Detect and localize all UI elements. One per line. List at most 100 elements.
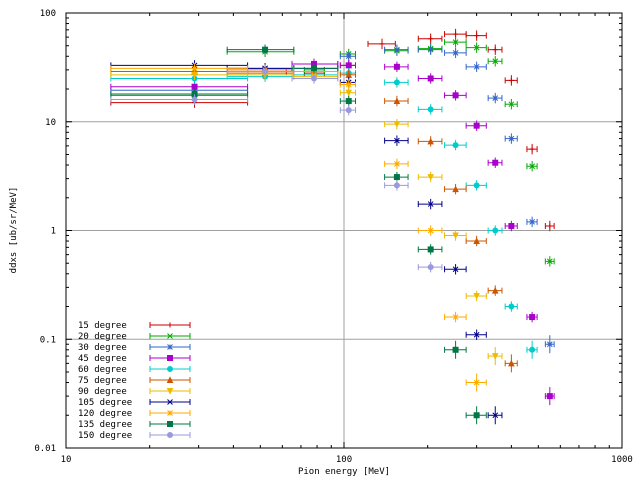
data-point [544, 387, 555, 406]
series-4 [110, 58, 555, 406]
legend-label: 20 degree [78, 332, 127, 342]
data-point [487, 347, 503, 366]
series-9 [110, 63, 487, 392]
data-point [339, 104, 357, 116]
data-point [504, 75, 518, 86]
data-point [444, 36, 467, 48]
y-tick-label: 0.01 [34, 444, 56, 454]
data-point [417, 198, 443, 210]
series-6 [110, 66, 518, 373]
data-point [487, 44, 503, 55]
data-point [465, 120, 487, 131]
data-point [504, 301, 518, 312]
data-point [417, 44, 443, 55]
legend-label: 120 degree [78, 409, 132, 419]
legend-label: 150 degree [78, 431, 132, 441]
legend-entry: 30 degree [78, 343, 191, 353]
series-5 [110, 67, 538, 359]
legend-label: 105 degree [78, 398, 132, 408]
data-point [417, 73, 443, 84]
legend-entry: 45 degree [78, 354, 191, 364]
data-point [417, 261, 443, 273]
data-point [444, 139, 467, 151]
data-point [417, 104, 443, 115]
data-point [444, 340, 467, 359]
data-point [339, 77, 357, 88]
data-point [384, 135, 409, 146]
data-point [487, 92, 503, 104]
data-point [504, 220, 518, 232]
data-point [444, 311, 467, 323]
data-point [526, 143, 538, 155]
data-point [110, 97, 249, 108]
legend-label: 135 degree [78, 420, 132, 430]
data-point [465, 406, 487, 425]
data-point [291, 63, 339, 74]
series-7 [110, 69, 503, 366]
data-point [487, 56, 503, 67]
data-point [465, 42, 487, 53]
data-point [444, 264, 467, 275]
legend-entry: 60 degree [78, 365, 191, 375]
data-point [226, 46, 295, 57]
data-point [544, 256, 555, 267]
data-point [504, 133, 518, 144]
legend-entry: 90 degree [78, 387, 191, 397]
data-point [110, 90, 249, 101]
series-11 [110, 66, 443, 273]
data-point [384, 95, 409, 107]
data-point [417, 136, 443, 147]
x-tick-label: 10 [61, 455, 72, 465]
data-point [417, 33, 443, 44]
legend-label: 30 degree [78, 343, 127, 353]
data-point [384, 77, 409, 88]
data-point [465, 180, 487, 191]
legend-entry: 120 degree [78, 409, 191, 419]
data-point [110, 88, 249, 100]
data-point [526, 216, 538, 228]
legend-entry: 75 degree [78, 376, 191, 386]
data-point [339, 87, 357, 98]
legend-label: 60 degree [78, 365, 127, 375]
data-point [384, 44, 409, 55]
data-point [384, 171, 409, 183]
data-point [487, 157, 503, 168]
data-point [226, 44, 295, 55]
plot-area [110, 28, 555, 425]
data-point [526, 311, 538, 323]
data-point [444, 230, 467, 241]
data-point [339, 51, 357, 62]
data-point [291, 73, 339, 84]
y-tick-label: 0.1 [40, 335, 56, 345]
data-point [339, 79, 357, 90]
legend-entry: 20 degree [78, 332, 191, 342]
data-point [465, 30, 487, 41]
legend-entry: 15 degree [78, 321, 191, 331]
data-point [384, 180, 409, 191]
y-axis-title: ddxs [ub/sr/MeV] [9, 187, 19, 274]
series-1 [110, 28, 555, 232]
data-point [444, 90, 467, 101]
y-tick-label: 100 [40, 9, 56, 19]
x-tick-label: 1000 [611, 455, 633, 465]
axis-ticks: 10 100 1000 0.01 0.1 1 10 100 [34, 9, 633, 465]
grid [66, 13, 622, 448]
data-point [465, 235, 487, 247]
series-3 [110, 44, 555, 354]
data-point [487, 285, 503, 296]
data-point [465, 373, 487, 392]
data-point [417, 225, 443, 236]
data-point [339, 95, 357, 107]
data-point [367, 38, 396, 50]
data-point [339, 60, 357, 71]
data-point [465, 290, 487, 302]
legend-entry: 150 degree [78, 431, 191, 441]
data-point [226, 66, 295, 77]
data-point [417, 244, 443, 255]
data-point [110, 94, 249, 105]
legend-label: 90 degree [78, 387, 127, 397]
data-point [444, 47, 467, 59]
legend-label: 15 degree [78, 321, 127, 331]
data-point [504, 98, 518, 110]
data-point [487, 406, 503, 425]
